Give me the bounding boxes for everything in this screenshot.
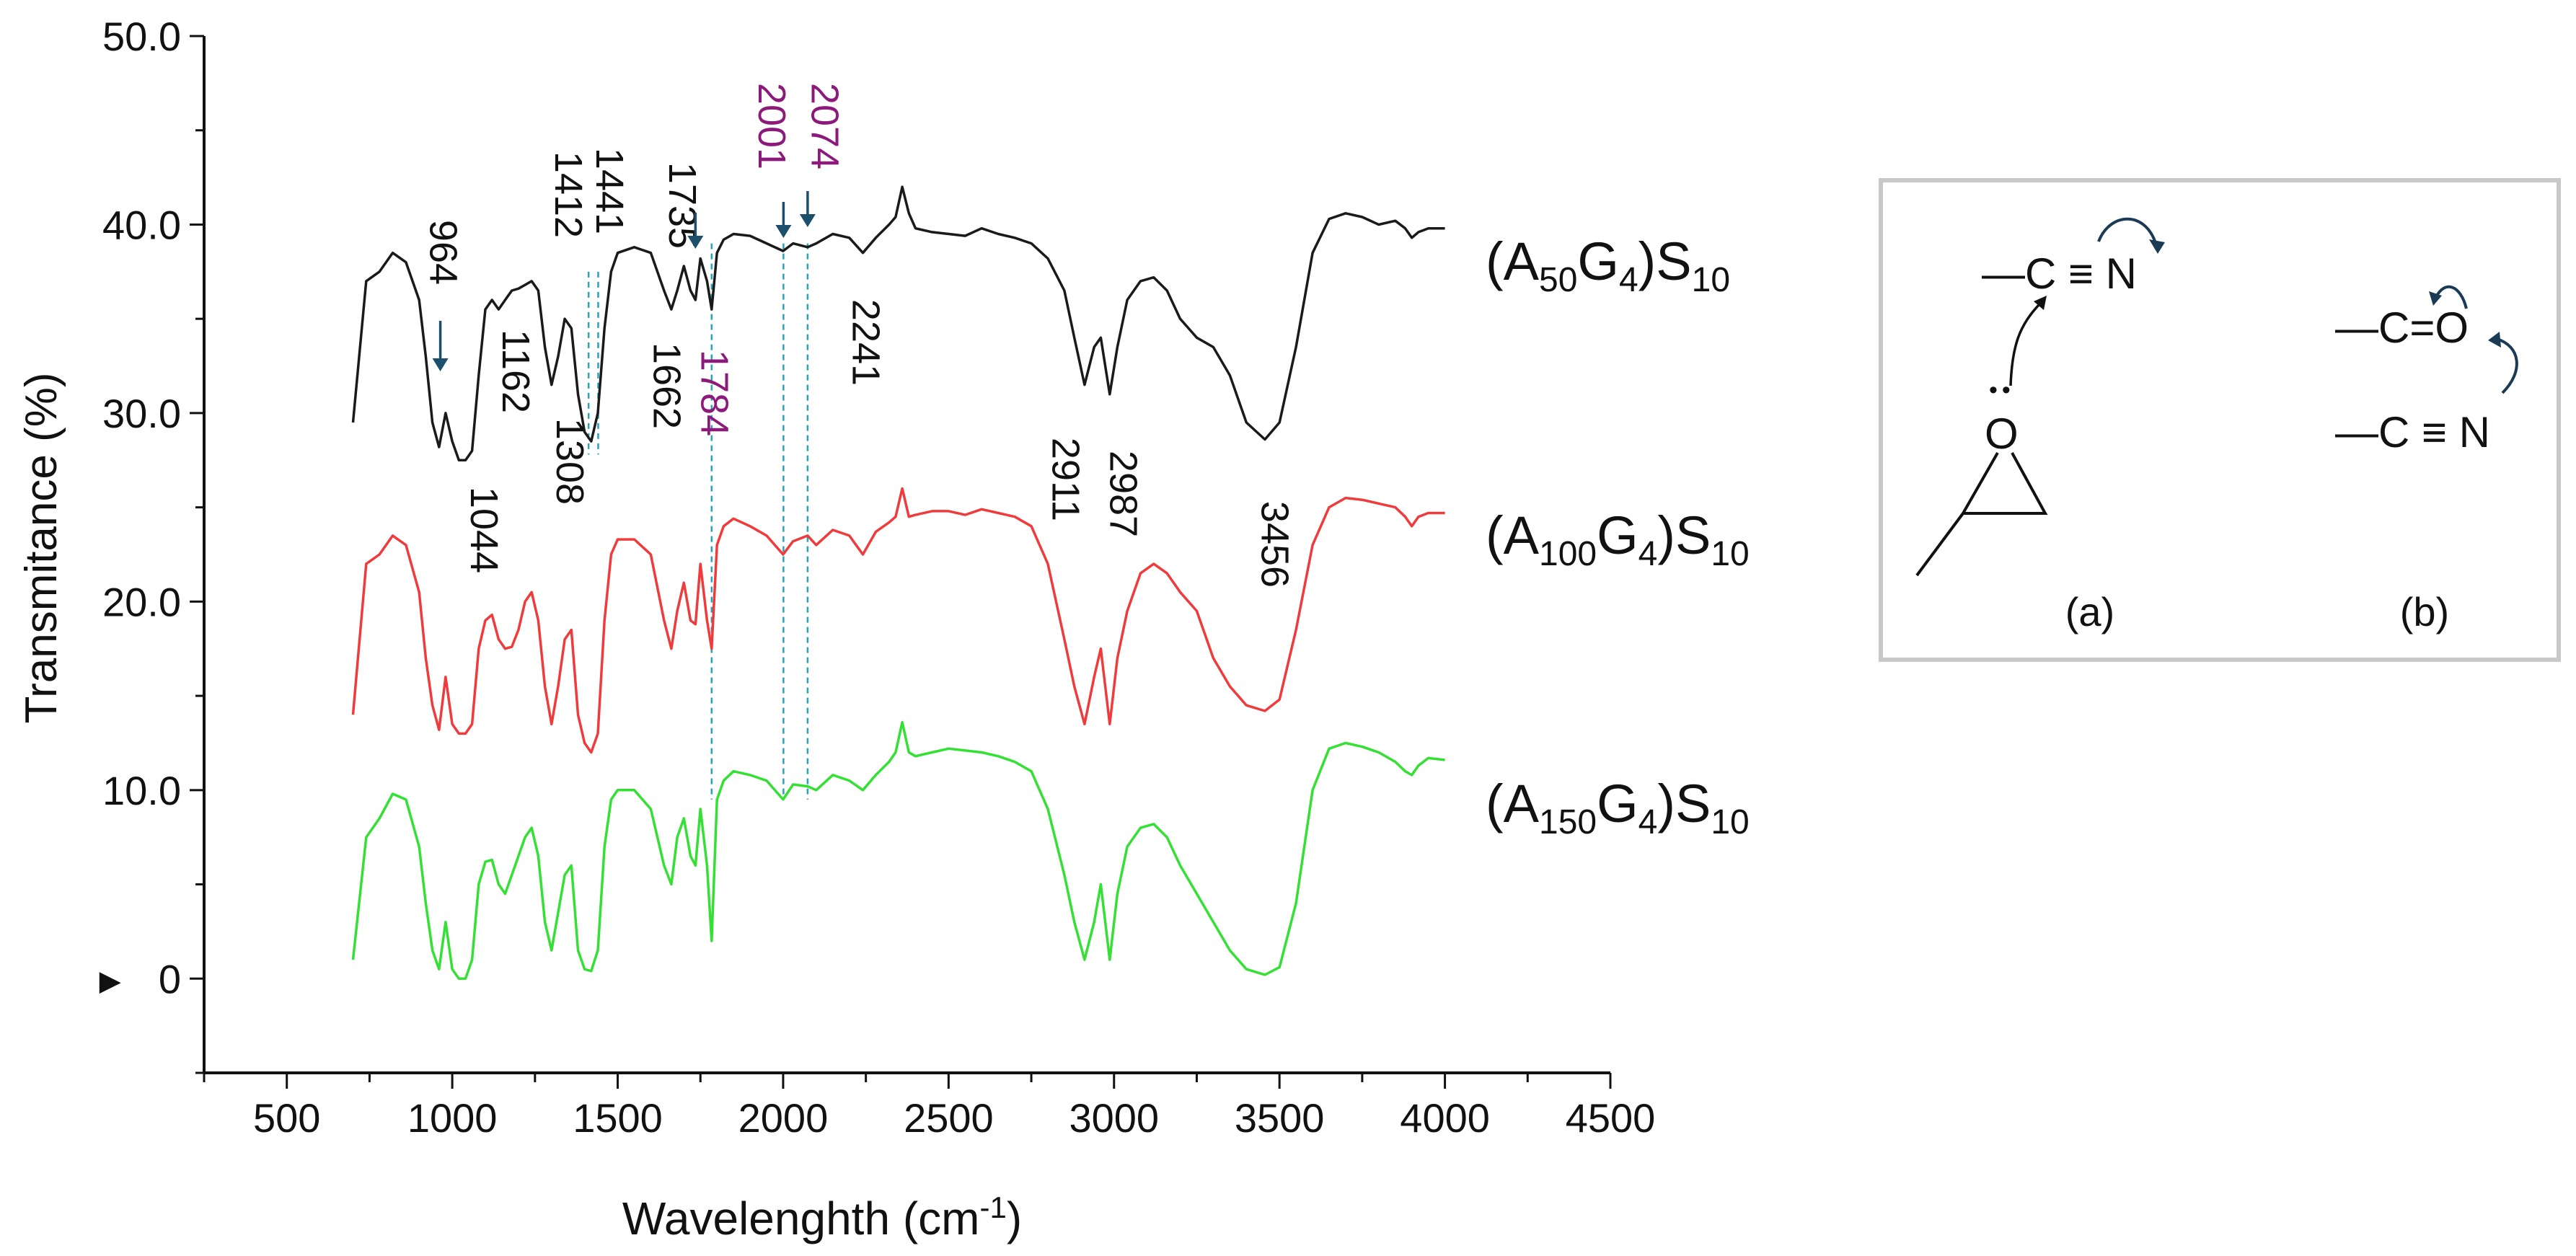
series-label-1: (A50G4)S10 bbox=[1486, 231, 1730, 299]
spectra bbox=[351, 185, 1445, 981]
guide-lines bbox=[587, 243, 809, 800]
inset-a-attack-arrowhead bbox=[2034, 296, 2047, 310]
peak-label: 1044 bbox=[462, 487, 506, 573]
series-line-2 bbox=[351, 487, 1445, 754]
x-axis-title-sup: -1 bbox=[979, 1190, 1006, 1224]
peak-arrow-icon bbox=[799, 214, 816, 227]
peak-label: 2001 bbox=[750, 83, 793, 169]
peak-label: 1162 bbox=[494, 330, 537, 413]
x-axis-title-main: Wavelenghth (cm bbox=[622, 1193, 980, 1244]
plot-area: 50.0 40.0 30.0 20.0 10.0 0 ► 500 1000 1500 2000 250… bbox=[92, 14, 1655, 1141]
inset-b-carbonyl-curved-arrow bbox=[2435, 285, 2468, 309]
series-label-2: (A100G4)S10 bbox=[1486, 505, 1750, 573]
zero-marker-icon: ► bbox=[92, 960, 128, 1001]
x-axis-title: Wavelenghth (cm-1) bbox=[622, 1190, 1022, 1245]
inset-a-nitrile-arrowhead bbox=[2149, 239, 2165, 254]
x-tick-label: 2000 bbox=[738, 1095, 829, 1141]
y-tick-label: 40.0 bbox=[102, 202, 181, 247]
x-tick-label: 3500 bbox=[1235, 1095, 1325, 1141]
peak-arrow-icon bbox=[432, 358, 449, 371]
axes: 50.0 40.0 30.0 20.0 10.0 0 ► 500 1000 1500 2000 250… bbox=[92, 14, 1655, 1141]
y-tick-label: 10.0 bbox=[102, 768, 181, 813]
x-tick-label: 1500 bbox=[573, 1095, 663, 1141]
inset-a-lone-pair: •• bbox=[1989, 376, 2015, 404]
inset-a-epoxide-substituent bbox=[1915, 512, 1964, 577]
series-labels: (A50G4)S10 (A100G4)S10 (A150G4)S10 bbox=[1486, 231, 1750, 841]
x-tick-label: 4000 bbox=[1400, 1095, 1490, 1141]
inset-frame bbox=[1879, 178, 2561, 662]
peak-arrow-icon bbox=[775, 225, 792, 238]
y-tick-label: 30.0 bbox=[102, 391, 181, 436]
y-tick-label: 50.0 bbox=[102, 14, 181, 59]
series-label-3: (A150G4)S10 bbox=[1486, 774, 1750, 841]
inset-b-carbonyl: —C=O bbox=[2335, 304, 2469, 352]
peak-label: 2987 bbox=[1102, 451, 1145, 537]
peak-label: 1308 bbox=[548, 418, 591, 505]
inset-a-oxygen: O bbox=[1985, 410, 2019, 458]
peak-label: 3456 bbox=[1253, 501, 1297, 588]
series-line-3 bbox=[351, 720, 1445, 981]
peak-label: 1784 bbox=[693, 350, 736, 436]
peak-arrow-icon bbox=[687, 236, 704, 249]
x-tick-label: 2500 bbox=[904, 1095, 994, 1141]
y-axis-title: Transmitance (%) bbox=[17, 373, 66, 724]
inset-panel-a-label: (a) bbox=[2065, 589, 2114, 634]
x-tick-label: 3000 bbox=[1069, 1095, 1159, 1141]
y-tick-label: 0 bbox=[159, 956, 181, 1001]
peak-label: 2241 bbox=[844, 299, 887, 386]
inset-a-nitrile-curved-arrow bbox=[2097, 217, 2158, 246]
inset-a-nitrile: —C ≡ N bbox=[1982, 249, 2137, 298]
peak-label: 2911 bbox=[1044, 438, 1088, 521]
x-tick-label: 1000 bbox=[407, 1095, 498, 1141]
series-line-1 bbox=[351, 185, 1445, 462]
inset-a-epoxide-ring bbox=[1960, 452, 2048, 515]
x-tick-label: 500 bbox=[253, 1095, 320, 1141]
peak-label: 964 bbox=[421, 220, 464, 285]
y-tick-label: 20.0 bbox=[102, 579, 181, 624]
mechanism-inset: —C ≡ N •• O (a) —C=O —C ≡ N (b) bbox=[1879, 178, 2561, 662]
inset-b-nitrile-arrowhead bbox=[2488, 332, 2501, 348]
peak-label: 1662 bbox=[645, 342, 689, 429]
peak-label: 2074 bbox=[803, 83, 847, 169]
peak-label: 1412 bbox=[547, 151, 590, 238]
inset-b-nitrile: —C ≡ N bbox=[2335, 408, 2490, 456]
inset-b-nitrile-curved-arrow bbox=[2496, 337, 2518, 394]
inset-a-attack-arrow bbox=[2009, 301, 2042, 386]
x-axis-title-close: ) bbox=[1007, 1193, 1022, 1244]
inset-b-carbonyl-arrowhead bbox=[2429, 291, 2442, 306]
x-tick-label: 4500 bbox=[1566, 1095, 1656, 1141]
peak-label: 1441 bbox=[588, 148, 631, 234]
inset-panel-b-label: (b) bbox=[2400, 589, 2449, 634]
